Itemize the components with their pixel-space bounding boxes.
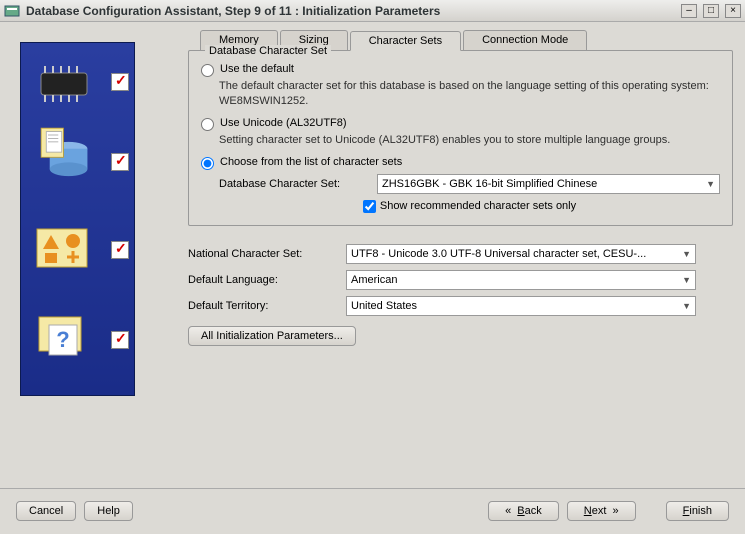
charset-frame: Database Character Set Use the default T… bbox=[188, 50, 733, 226]
tab-character-sets[interactable]: Character Sets bbox=[350, 31, 461, 51]
default-language-label: Default Language: bbox=[188, 274, 338, 286]
step-db-docs-icon bbox=[31, 123, 101, 183]
radio-unicode[interactable] bbox=[201, 118, 214, 131]
default-territory-value: United States bbox=[351, 300, 417, 312]
show-recommended-row[interactable]: Show recommended character sets only bbox=[219, 200, 720, 213]
step-check-2 bbox=[111, 153, 129, 171]
national-charset-value: UTF8 - Unicode 3.0 UTF-8 Universal chara… bbox=[351, 248, 646, 260]
step-check-1 bbox=[111, 73, 129, 91]
finish-button[interactable]: Finish bbox=[666, 501, 729, 521]
national-charset-dropdown[interactable]: UTF8 - Unicode 3.0 UTF-8 Universal chara… bbox=[346, 244, 696, 264]
default-territory-label: Default Territory: bbox=[188, 300, 338, 312]
default-language-value: American bbox=[351, 274, 397, 286]
db-charset-row: Database Character Set: ZHS16GBK - GBK 1… bbox=[219, 174, 720, 194]
help-button[interactable]: Help bbox=[84, 501, 133, 521]
frame-title: Database Character Set bbox=[205, 45, 331, 57]
caret-icon: ▼ bbox=[682, 249, 691, 259]
tab-connection-mode[interactable]: Connection Mode bbox=[463, 30, 587, 50]
step-shapes-icon bbox=[31, 223, 101, 273]
db-charset-label: Database Character Set: bbox=[219, 178, 369, 190]
default-language-row: Default Language: American ▼ bbox=[188, 270, 733, 290]
step-chip-icon bbox=[31, 53, 101, 113]
minimize-button[interactable]: – bbox=[681, 4, 697, 18]
national-charset-label: National Character Set: bbox=[188, 248, 338, 260]
svg-text:?: ? bbox=[56, 327, 69, 352]
default-desc: The default character set for this datab… bbox=[219, 79, 720, 109]
radio-unicode-label: Use Unicode (AL32UTF8) bbox=[220, 117, 347, 129]
radio-choose[interactable] bbox=[201, 157, 214, 170]
window-controls: – □ × bbox=[681, 4, 741, 18]
caret-icon: ▼ bbox=[682, 275, 691, 285]
next-label: ext bbox=[592, 505, 607, 517]
radio-default-row[interactable]: Use the default bbox=[201, 63, 720, 77]
close-button[interactable]: × bbox=[725, 4, 741, 18]
sidebar: ? bbox=[0, 22, 188, 488]
radio-choose-row[interactable]: Choose from the list of character sets bbox=[201, 156, 720, 170]
radio-unicode-row[interactable]: Use Unicode (AL32UTF8) bbox=[201, 117, 720, 131]
show-recommended-label: Show recommended character sets only bbox=[380, 200, 576, 212]
app-icon bbox=[4, 3, 20, 19]
main-panel: Memory Sizing Character Sets Connection … bbox=[188, 22, 745, 488]
step-check-4 bbox=[111, 331, 129, 349]
content-area: ? Memory Sizing Character Sets Connectio… bbox=[0, 22, 745, 488]
step-help-folder-icon: ? bbox=[31, 303, 101, 363]
caret-icon: ▼ bbox=[682, 301, 691, 311]
default-territory-row: Default Territory: United States ▼ bbox=[188, 296, 733, 316]
cancel-button[interactable]: Cancel bbox=[16, 501, 76, 521]
finish-label: inish bbox=[689, 505, 712, 517]
db-charset-dropdown[interactable]: ZHS16GBK - GBK 16-bit Simplified Chinese… bbox=[377, 174, 720, 194]
caret-icon: ▼ bbox=[706, 179, 715, 189]
all-init-params-button[interactable]: All Initialization Parameters... bbox=[188, 326, 356, 346]
radio-choose-label: Choose from the list of character sets bbox=[220, 156, 402, 168]
back-button[interactable]: « Back bbox=[488, 501, 559, 521]
db-charset-value: ZHS16GBK - GBK 16-bit Simplified Chinese bbox=[382, 178, 597, 190]
step-check-3 bbox=[111, 241, 129, 259]
back-label: ack bbox=[525, 505, 542, 517]
additional-fields: National Character Set: UTF8 - Unicode 3… bbox=[188, 244, 733, 316]
window-title: Database Configuration Assistant, Step 9… bbox=[26, 4, 675, 18]
sidebar-panel: ? bbox=[20, 42, 135, 396]
next-button[interactable]: Next » bbox=[567, 501, 636, 521]
radio-default-label: Use the default bbox=[220, 63, 294, 75]
unicode-desc: Setting character set to Unicode (AL32UT… bbox=[219, 133, 720, 148]
bottombar: Cancel Help « Back Next » Finish bbox=[0, 488, 745, 532]
show-recommended-checkbox[interactable] bbox=[363, 200, 376, 213]
radio-default[interactable] bbox=[201, 64, 214, 77]
default-territory-dropdown[interactable]: United States ▼ bbox=[346, 296, 696, 316]
maximize-button[interactable]: □ bbox=[703, 4, 719, 18]
titlebar: Database Configuration Assistant, Step 9… bbox=[0, 0, 745, 22]
national-charset-row: National Character Set: UTF8 - Unicode 3… bbox=[188, 244, 733, 264]
default-language-dropdown[interactable]: American ▼ bbox=[346, 270, 696, 290]
